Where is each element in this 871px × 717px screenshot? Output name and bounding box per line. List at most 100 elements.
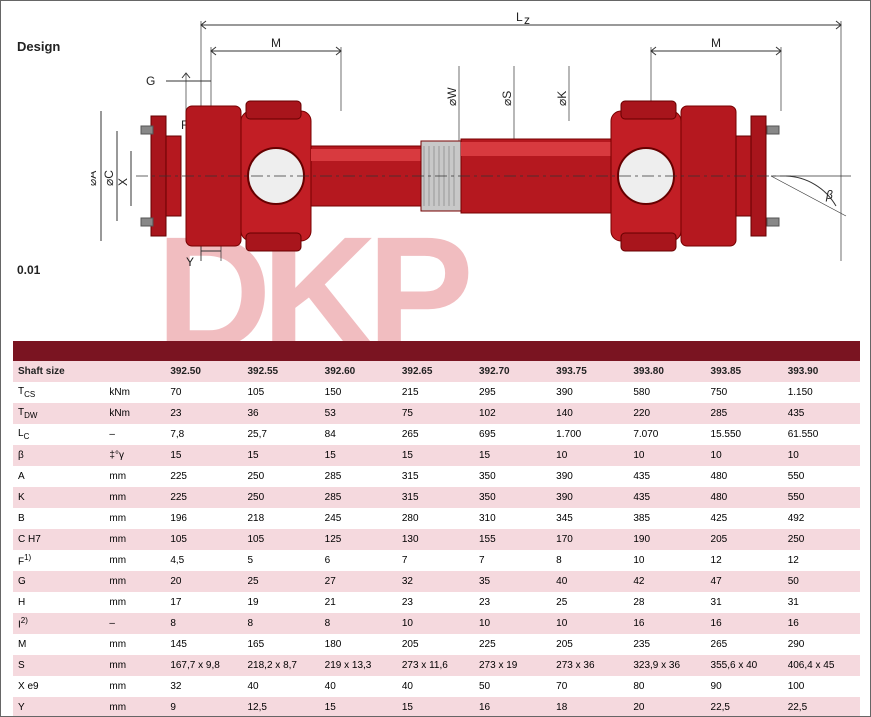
table-row: Bmm196218245280310345385425492	[13, 508, 860, 529]
row-unit: mm	[104, 697, 165, 717]
col-393-85: 393.85	[706, 361, 783, 382]
cell: 235	[628, 634, 705, 655]
row-label: Y	[13, 697, 104, 717]
cell: 280	[397, 508, 474, 529]
col-392-55: 392.55	[242, 361, 319, 382]
row-label: X e9	[13, 676, 104, 697]
row-label: TDW	[13, 403, 104, 424]
row-label: C H7	[13, 529, 104, 550]
cell: 10	[397, 613, 474, 634]
col-392-65: 392.65	[397, 361, 474, 382]
cell: 15	[397, 697, 474, 717]
row-unit: mm	[104, 634, 165, 655]
cell: 406,4 x 45	[783, 655, 860, 676]
cell: 295	[474, 382, 551, 403]
svg-text:L: L	[516, 11, 523, 24]
cell: 84	[320, 424, 397, 445]
col-392-60: 392.60	[320, 361, 397, 382]
cell: 310	[474, 508, 551, 529]
cell: 425	[706, 508, 783, 529]
cell: 750	[706, 382, 783, 403]
spec-table-container: Shaft size 392.50 392.55 392.60 392.65 3…	[13, 341, 860, 717]
row-label: F1)	[13, 550, 104, 571]
svg-text:⌀K: ⌀K	[555, 91, 569, 106]
cell: 170	[551, 529, 628, 550]
cell: 100	[783, 676, 860, 697]
cell: 435	[628, 487, 705, 508]
cell: 350	[474, 466, 551, 487]
table-row: Amm225250285315350390435480550	[13, 466, 860, 487]
cell: 220	[628, 403, 705, 424]
table-body: TCSkNm701051502152953905807501.150TDWkNm…	[13, 382, 860, 717]
cell: 25	[242, 571, 319, 592]
cell: 10	[474, 613, 551, 634]
cell: 19	[242, 592, 319, 613]
cell: 218	[242, 508, 319, 529]
cell: 23	[397, 592, 474, 613]
cell: 265	[706, 634, 783, 655]
cell: 42	[628, 571, 705, 592]
row-label: β	[13, 445, 104, 466]
cell: 10	[628, 445, 705, 466]
cell: 61.550	[783, 424, 860, 445]
cell: 53	[320, 403, 397, 424]
table-row: TDWkNm23365375102140220285435	[13, 403, 860, 424]
row-label: G	[13, 571, 104, 592]
cell: 290	[783, 634, 860, 655]
cell: 695	[474, 424, 551, 445]
svg-text:M: M	[711, 36, 721, 50]
cell: 15.550	[706, 424, 783, 445]
cell: 180	[320, 634, 397, 655]
cell: 385	[628, 508, 705, 529]
cell: 50	[474, 676, 551, 697]
cell: 40	[397, 676, 474, 697]
cell: 16	[706, 613, 783, 634]
cell: 7	[397, 550, 474, 571]
cell: 80	[628, 676, 705, 697]
row-label: H	[13, 592, 104, 613]
technical-drawing: L z M M G ⌀A ⌀C X	[91, 11, 861, 271]
shaft-body	[136, 101, 791, 251]
row-unit: mm	[104, 466, 165, 487]
cell: 8	[242, 613, 319, 634]
cell: 6	[320, 550, 397, 571]
cell: 8	[320, 613, 397, 634]
svg-text:X: X	[116, 178, 130, 186]
spec-table: Shaft size 392.50 392.55 392.60 392.65 3…	[13, 361, 860, 717]
cell: 165	[242, 634, 319, 655]
row-unit: kNm	[104, 382, 165, 403]
cell: 155	[474, 529, 551, 550]
cell: 15	[397, 445, 474, 466]
table-row: Gmm202527323540424750	[13, 571, 860, 592]
row-label: TCS	[13, 382, 104, 403]
row-unit: mm	[104, 508, 165, 529]
row-label: M	[13, 634, 104, 655]
cell: 150	[320, 382, 397, 403]
page-container: Design 0.01 DKP L z M M	[0, 0, 871, 717]
cell: 315	[397, 466, 474, 487]
cell: 492	[783, 508, 860, 529]
svg-text:⌀W: ⌀W	[445, 87, 459, 106]
cell: 20	[165, 571, 242, 592]
cell: 285	[320, 487, 397, 508]
cell: 16	[628, 613, 705, 634]
cell: 196	[165, 508, 242, 529]
cell: 285	[320, 466, 397, 487]
cell: 218,2 x 8,7	[242, 655, 319, 676]
row-label: B	[13, 508, 104, 529]
cell: 250	[242, 487, 319, 508]
cell: 15	[320, 445, 397, 466]
cell: 16	[783, 613, 860, 634]
cell: 22,5	[706, 697, 783, 717]
cell: 435	[628, 466, 705, 487]
dim-M-left: M	[271, 36, 281, 50]
cell: 50	[783, 571, 860, 592]
row-unit: mm	[104, 592, 165, 613]
row-unit: mm	[104, 676, 165, 697]
table-row: Mmm145165180205225205235265290	[13, 634, 860, 655]
cell: 27	[320, 571, 397, 592]
cell: 105	[242, 382, 319, 403]
cell: 7	[474, 550, 551, 571]
cell: 8	[551, 550, 628, 571]
table-row: I2)–888101010161616	[13, 613, 860, 634]
